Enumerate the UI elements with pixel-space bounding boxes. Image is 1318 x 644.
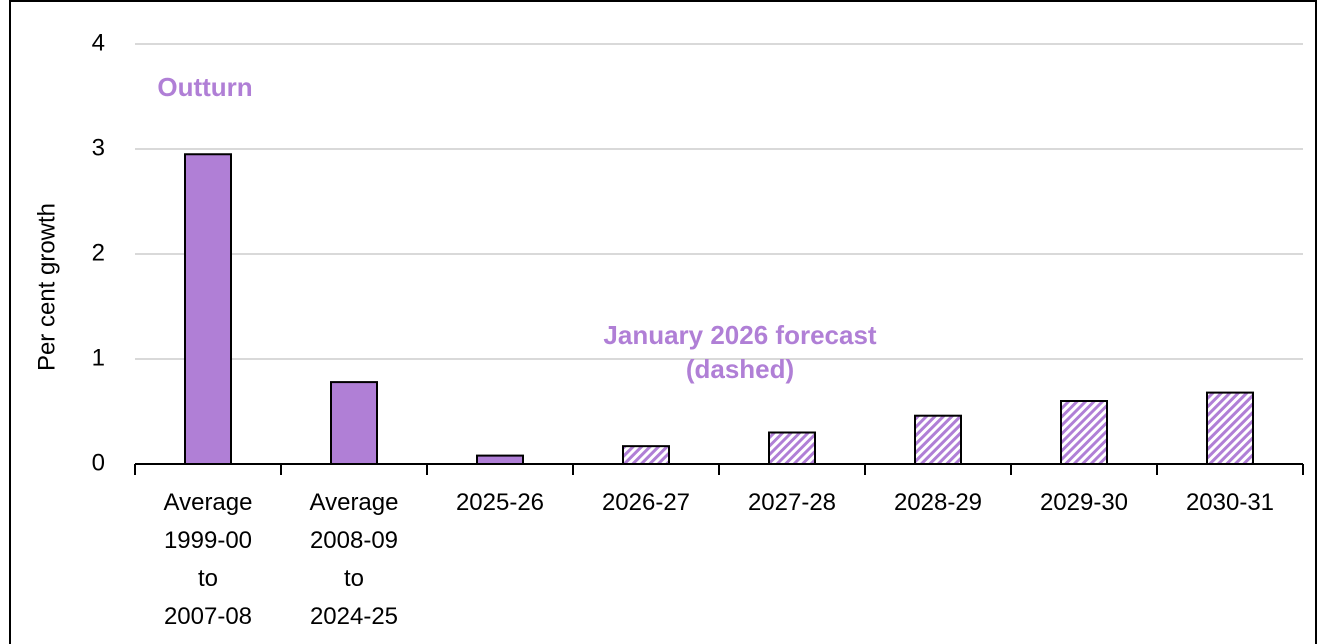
annotation: Outturn xyxy=(157,72,253,102)
x-tick-label: 2025-26 xyxy=(455,489,545,516)
bar xyxy=(330,381,378,466)
bar xyxy=(622,445,670,465)
bar xyxy=(1060,400,1108,465)
bar xyxy=(768,431,816,465)
x-tick-label: 2027-28 xyxy=(747,489,837,516)
bar xyxy=(184,153,232,465)
x-tick-label: 2030-31 xyxy=(1185,489,1275,516)
y-tick-label: 2 xyxy=(92,239,105,266)
x-tick-label: Average 2008-09 to 2024-25 xyxy=(309,489,399,630)
y-tick-label: 4 xyxy=(92,29,105,56)
bar xyxy=(914,414,962,466)
bar xyxy=(1206,391,1254,466)
x-tick-label: 2028-29 xyxy=(893,489,983,516)
y-tick-label: 1 xyxy=(92,344,105,371)
x-tick-label: 2026-27 xyxy=(601,489,691,516)
y-tick-label: 0 xyxy=(92,449,105,476)
x-tick-label: 2029-30 xyxy=(1039,489,1129,516)
frame xyxy=(9,0,1317,644)
bar xyxy=(476,454,524,466)
x-tick-label: Average 1999-00 to 2007-08 xyxy=(163,489,253,630)
annotation: January 2026 forecast (dashed) xyxy=(603,320,877,384)
y-axis-label: Per cent growth xyxy=(33,203,60,371)
y-tick-label: 3 xyxy=(92,134,105,161)
